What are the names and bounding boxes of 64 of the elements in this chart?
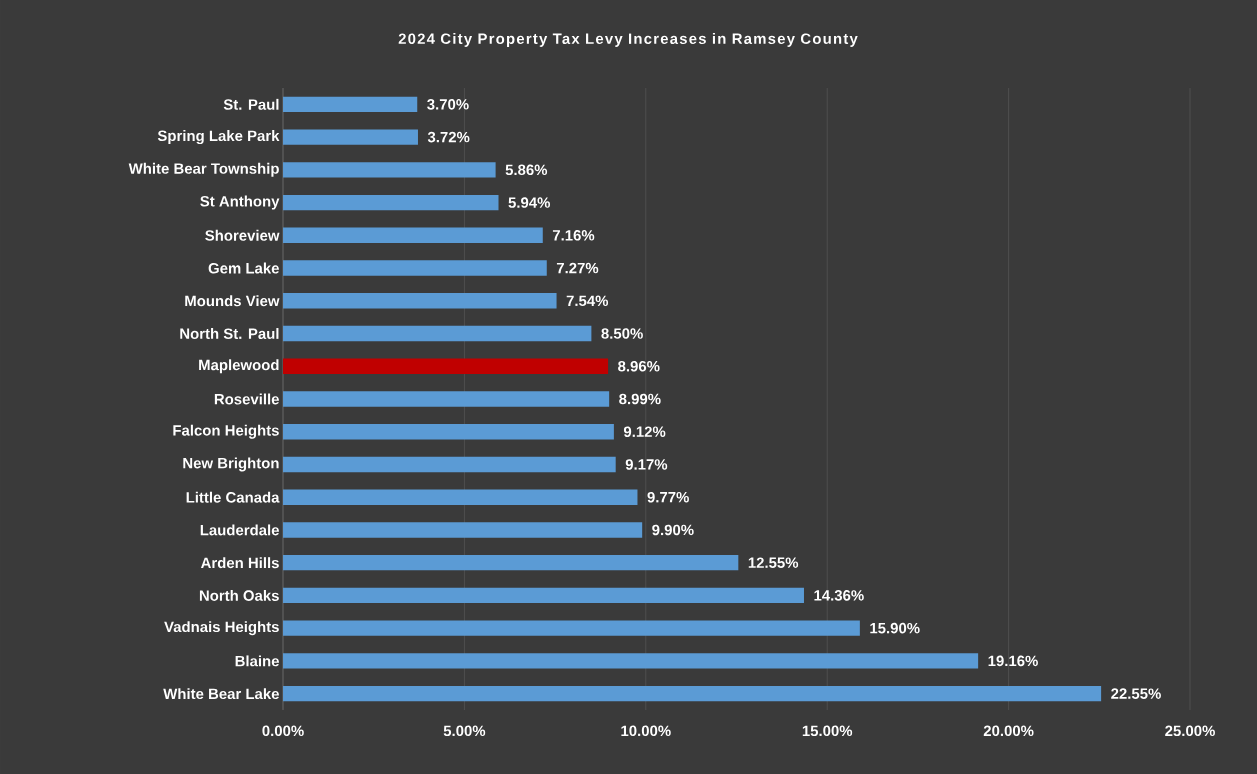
bar bbox=[283, 587, 804, 604]
data-label: 12.55% bbox=[748, 557, 799, 568]
y-tick-label: Lauderdale bbox=[200, 524, 279, 536]
bar bbox=[283, 456, 616, 473]
data-label: 9.90% bbox=[652, 524, 694, 536]
y-tick-label: Falcon Heights bbox=[173, 424, 279, 439]
data-label: 9.17% bbox=[625, 459, 668, 470]
data-label: 9.77% bbox=[647, 491, 689, 503]
y-tick-label: White Bear Lake bbox=[163, 688, 279, 700]
y-tick-label: Mounds View bbox=[185, 295, 280, 307]
x-tick-label: 0.00% bbox=[262, 725, 304, 737]
bar bbox=[283, 620, 860, 636]
bar bbox=[283, 554, 739, 571]
bar bbox=[283, 685, 1102, 702]
data-label: 8.50% bbox=[601, 328, 643, 339]
y-tick-label: New Brighton bbox=[183, 457, 279, 472]
bar bbox=[283, 522, 643, 538]
bar bbox=[283, 391, 610, 407]
y-tick-label: Little Canada bbox=[186, 491, 280, 503]
data-label: 14.36% bbox=[814, 590, 864, 601]
data-label: 3.70% bbox=[427, 99, 469, 110]
data-label: 15.90% bbox=[870, 622, 920, 634]
data-label: 8.96% bbox=[618, 360, 660, 372]
x-tick-label: 5.00% bbox=[443, 725, 486, 737]
x-tick-label: 25.00% bbox=[1165, 725, 1215, 737]
bar bbox=[283, 489, 638, 505]
bar bbox=[283, 227, 543, 243]
bar bbox=[283, 260, 547, 276]
data-label: 9.12% bbox=[623, 426, 666, 438]
data-label: 8.99% bbox=[619, 393, 661, 405]
y-tick-label: Maplewood bbox=[199, 359, 279, 374]
data-label: 7.54% bbox=[566, 295, 609, 307]
bar bbox=[283, 424, 614, 440]
data-label: 22.55% bbox=[1111, 688, 1161, 699]
y-tick-label: Roseville bbox=[214, 393, 279, 405]
bar bbox=[283, 358, 609, 374]
x-tick-label: 15.00% bbox=[802, 725, 853, 737]
data-label: 19.16% bbox=[988, 655, 1038, 667]
y-tick-label: Vadnais Heights bbox=[164, 621, 279, 636]
data-label: 5.86% bbox=[505, 164, 548, 176]
bar bbox=[283, 129, 418, 145]
y-tick-label: Blaine bbox=[235, 655, 279, 667]
y-tick-label: Spring Lake Park bbox=[157, 130, 280, 145]
data-label: 7.16% bbox=[552, 230, 595, 241]
y-tick-label: St. Paul bbox=[223, 98, 279, 110]
chart-title: 2024 City Property Tax Levy Increases in Ramsey County bbox=[398, 33, 858, 47]
x-tick-label: 20.00% bbox=[983, 725, 1034, 737]
y-tick-label: St Anthony bbox=[200, 195, 280, 210]
bar bbox=[283, 194, 499, 211]
bar bbox=[283, 325, 592, 342]
data-label: 7.27% bbox=[556, 262, 599, 274]
data-label: 5.94% bbox=[508, 197, 550, 208]
y-tick-label: Gem Lake bbox=[208, 262, 279, 274]
bar bbox=[283, 653, 979, 669]
y-tick-label: North St. Paul bbox=[180, 328, 279, 339]
y-tick-label: Arden Hills bbox=[200, 557, 279, 569]
bar bbox=[283, 162, 496, 178]
x-tick-label: 10.00% bbox=[621, 725, 671, 737]
bar bbox=[283, 96, 418, 113]
y-tick-label: Shoreview bbox=[205, 229, 280, 241]
bar bbox=[283, 293, 557, 309]
y-tick-label: White Bear Township bbox=[128, 162, 279, 177]
y-tick-label: North Oaks bbox=[199, 589, 279, 601]
data-label: 3.72% bbox=[427, 131, 470, 143]
